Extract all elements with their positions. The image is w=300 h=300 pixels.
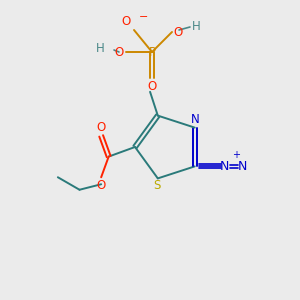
Text: +: + [232, 150, 240, 161]
Text: H: H [96, 43, 105, 56]
Text: O: O [115, 46, 124, 59]
Text: O: O [173, 26, 182, 38]
Text: O: O [97, 179, 106, 192]
Text: O: O [122, 15, 131, 28]
Text: N: N [220, 160, 230, 173]
Text: −: − [139, 12, 148, 22]
Text: N: N [238, 160, 247, 173]
Text: O: O [97, 121, 106, 134]
Text: H: H [192, 20, 201, 32]
Text: N: N [191, 112, 200, 126]
Text: O: O [147, 80, 157, 93]
Text: S: S [153, 179, 160, 192]
Text: P: P [148, 46, 155, 59]
